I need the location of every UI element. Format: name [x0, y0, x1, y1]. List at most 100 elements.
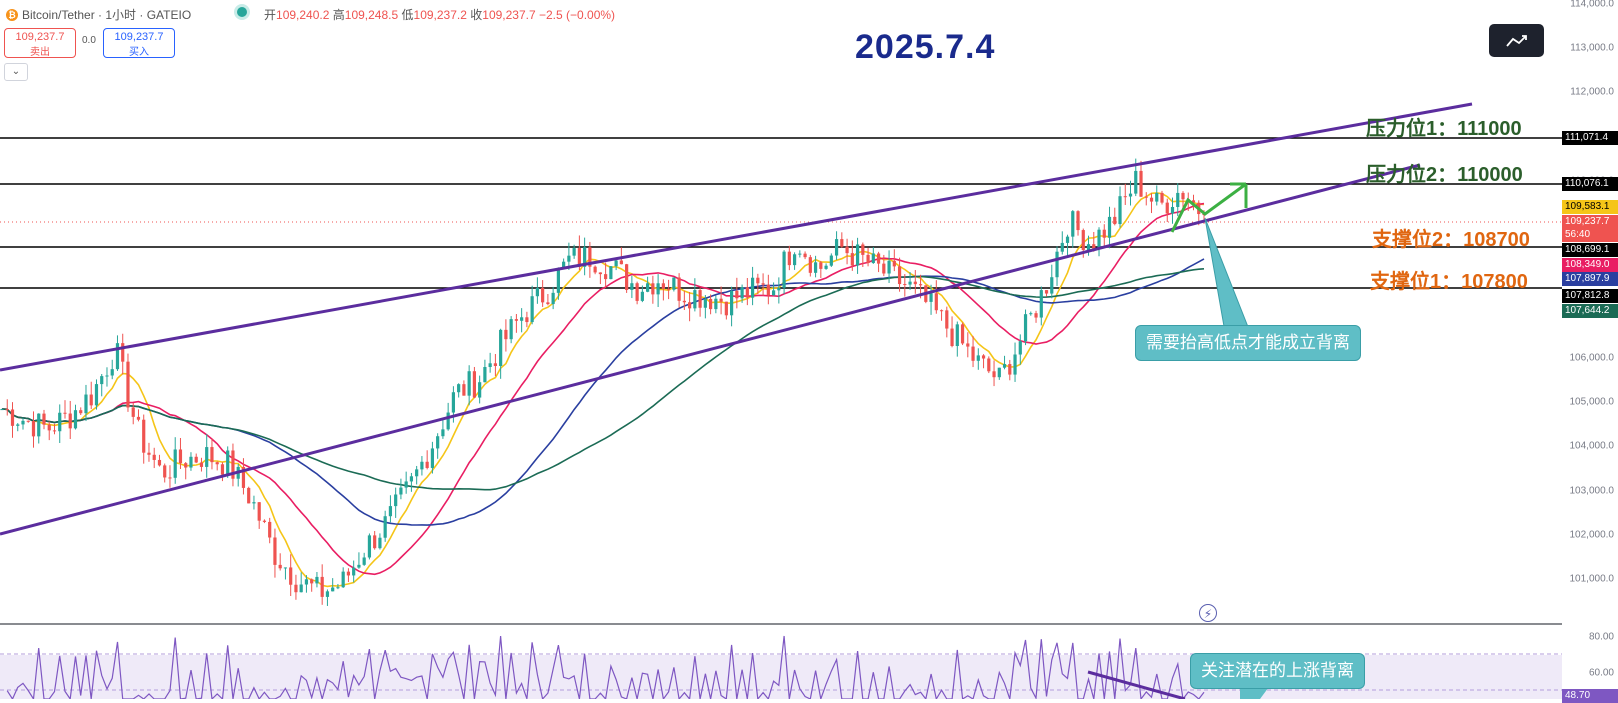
candle — [79, 407, 83, 415]
candle — [105, 367, 109, 387]
rsi-path — [6, 635, 1205, 699]
candle — [110, 359, 114, 380]
trend-line-icon — [1506, 35, 1527, 47]
candle — [1065, 234, 1070, 256]
candle — [1144, 192, 1148, 206]
candle — [268, 517, 272, 544]
sell-label: 卖出 — [30, 47, 50, 58]
candle — [541, 280, 545, 307]
candle — [357, 552, 361, 569]
moving-averages — [1, 192, 1205, 588]
candle — [100, 373, 104, 397]
price-tag: 109,583.1 — [1562, 200, 1618, 214]
candle — [625, 263, 629, 293]
candle — [483, 359, 487, 383]
candle — [719, 286, 723, 315]
candle — [609, 266, 613, 280]
candle — [535, 277, 539, 304]
sell-button[interactable]: 109,237.7 卖出 — [4, 28, 76, 58]
high-label: 高 — [332, 8, 345, 22]
candle — [163, 463, 167, 483]
candle — [189, 452, 193, 471]
candle — [908, 272, 912, 290]
buy-price: 109,237.7 — [114, 31, 164, 43]
candle — [651, 275, 655, 304]
price-tick: 105,000.0 — [1569, 396, 1615, 408]
candle — [834, 231, 839, 260]
price-tick: 102,000.0 — [1569, 529, 1615, 541]
support-label-1: 支撑位1：107800 — [1370, 271, 1528, 293]
candle — [1139, 160, 1143, 198]
candle — [47, 421, 51, 441]
candle — [792, 252, 797, 270]
candle — [756, 273, 760, 295]
candle — [771, 282, 776, 296]
candle — [168, 465, 172, 488]
candle — [598, 272, 602, 285]
candle — [37, 413, 41, 444]
price-tag: 107,644.2 — [1562, 304, 1618, 318]
candle — [929, 284, 933, 315]
price-tick: 113,000.0 — [1570, 42, 1614, 54]
candle — [892, 249, 896, 272]
symbol-label[interactable]: ₿ Bitcoin/Tether · 1小时 · GATEIO — [6, 6, 191, 23]
candle — [782, 250, 786, 295]
price-tick: 101,000.0 — [1569, 573, 1615, 585]
candle — [1191, 194, 1196, 211]
candle — [404, 471, 408, 494]
candle — [1107, 206, 1112, 249]
candle — [750, 266, 755, 306]
candle — [488, 352, 492, 373]
low-label: 低 — [401, 8, 414, 22]
chart-toggle-button[interactable] — [1489, 24, 1544, 57]
candle — [1008, 359, 1012, 381]
candle — [971, 335, 975, 368]
rsi-line — [6, 635, 1205, 699]
candle — [42, 409, 46, 430]
candle — [966, 332, 970, 358]
candle — [1023, 309, 1028, 346]
candle — [289, 554, 293, 597]
candle — [567, 242, 571, 270]
candle — [551, 286, 555, 310]
candle — [656, 274, 660, 307]
candle — [341, 567, 345, 588]
candle — [1002, 355, 1007, 370]
candle — [325, 589, 330, 606]
candle — [231, 443, 235, 487]
divergence-callout: 需要抬高低点才能成立背离 — [1135, 325, 1361, 361]
candle — [829, 253, 833, 267]
candle — [331, 578, 335, 592]
candle — [84, 384, 88, 422]
candle — [21, 417, 25, 430]
candle — [777, 277, 781, 304]
candle — [131, 402, 135, 425]
candle — [472, 366, 477, 398]
price-axis[interactable]: 114,000.0113,000.0112,000.0111,000.0110,… — [1562, 0, 1618, 703]
buy-button[interactable]: 109,237.7 买入 — [103, 28, 175, 58]
candle — [73, 404, 78, 430]
candle — [855, 237, 860, 274]
candle — [934, 280, 938, 314]
candle — [761, 273, 765, 296]
collapse-legend-button[interactable]: ⌄ — [4, 63, 28, 81]
lightning-icon[interactable]: ⚡ — [1199, 604, 1217, 622]
candle — [1155, 185, 1159, 206]
candle — [10, 402, 15, 438]
candle — [1050, 264, 1054, 299]
candle — [955, 321, 959, 357]
channel-lower-line — [0, 163, 1421, 536]
rsi-divergence-callout: 关注潜在的上涨背离 — [1190, 653, 1365, 689]
candle — [26, 420, 30, 423]
candle — [1176, 183, 1180, 217]
candle — [320, 564, 324, 605]
candle — [672, 277, 676, 292]
candle — [1102, 224, 1106, 249]
candle — [205, 434, 209, 478]
candle — [787, 245, 791, 271]
candle — [378, 533, 382, 550]
candle — [808, 254, 812, 277]
candle — [661, 279, 665, 301]
candle — [1076, 210, 1080, 236]
candle — [887, 250, 891, 283]
